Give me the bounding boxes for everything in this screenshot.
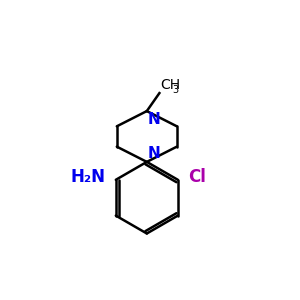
- Text: 3: 3: [172, 85, 179, 95]
- Text: N: N: [148, 146, 161, 161]
- Text: H₂N: H₂N: [70, 169, 105, 187]
- Text: Cl: Cl: [188, 169, 206, 187]
- Text: CH: CH: [160, 78, 181, 92]
- Text: N: N: [148, 112, 161, 127]
